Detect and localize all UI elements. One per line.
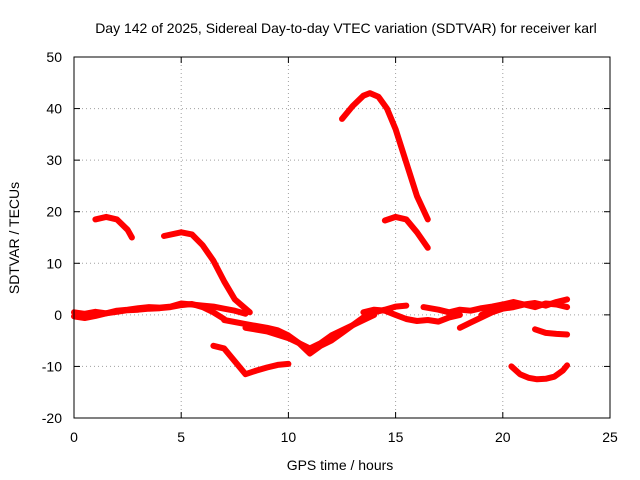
y-tick-labels: -20 -10 0 10 20 30 40 50 [42, 49, 62, 426]
y-tick-label: -10 [42, 358, 62, 374]
x-tick-label: 25 [602, 429, 618, 445]
series-arc-peak [339, 90, 431, 223]
x-tick-labels: 0 5 10 15 20 25 [70, 429, 618, 445]
x-tick-label: 10 [281, 429, 297, 445]
series-arc-late-b [508, 362, 571, 383]
series-arc-evening-a [360, 306, 463, 325]
series-arc-decay [161, 229, 253, 316]
x-tick-label: 15 [388, 429, 404, 445]
plot-frame [73, 56, 611, 419]
series-arc-night-b [478, 299, 571, 318]
y-tick-label: 30 [46, 152, 62, 168]
series-arc-evening-b [420, 301, 506, 316]
y-axis-label: SDTVAR / TECUs [6, 182, 22, 294]
y-tick-label: 0 [54, 307, 62, 323]
series-arc-late-a [532, 326, 571, 338]
series-arc-dip [210, 342, 292, 378]
grid-layer [73, 56, 611, 419]
series-layer [71, 90, 571, 383]
x-axis-label: GPS time / hours [287, 457, 394, 473]
chart-title: Day 142 of 2025, Sidereal Day-to-day VTE… [95, 20, 597, 36]
y-tick-label: 40 [46, 101, 62, 117]
series-arc-trough-a [221, 311, 378, 357]
y-tick-label: -20 [42, 410, 62, 426]
x-tick-label: 20 [495, 429, 511, 445]
y-tick-label: 50 [46, 49, 62, 65]
x-tick-label: 5 [177, 429, 185, 445]
y-tick-label: 10 [46, 255, 62, 271]
x-tick-label: 0 [70, 429, 78, 445]
series-arc-afternoon-hump [381, 213, 431, 251]
y-tick-label: 20 [46, 204, 62, 220]
series-arc-baseline-b [71, 301, 228, 322]
series-arc-morning-hump [92, 213, 135, 241]
